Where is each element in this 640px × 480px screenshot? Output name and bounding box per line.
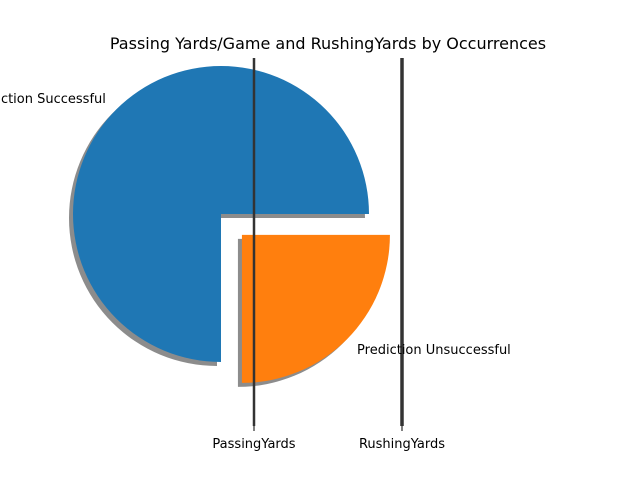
slice-label-prediction-successful: Prediction Successful <box>0 92 106 107</box>
slice-label-prediction-unsuccessful: Prediction Unsuccessful <box>357 343 511 358</box>
tick-label-passingyards: PassingYards <box>212 437 295 452</box>
x-ticks: PassingYards RushingYards <box>212 426 445 452</box>
x-axis-lines <box>252 58 404 426</box>
tick-label-rushingyards: RushingYards <box>359 437 445 452</box>
slices <box>73 66 390 383</box>
slice-prediction-unsuccessful <box>241 234 390 383</box>
chart-title: Passing Yards/Game and RushingYards by O… <box>110 34 546 53</box>
slice-labels: Prediction Successful Prediction Unsucces… <box>0 92 511 358</box>
slice-prediction-successful <box>73 66 369 362</box>
